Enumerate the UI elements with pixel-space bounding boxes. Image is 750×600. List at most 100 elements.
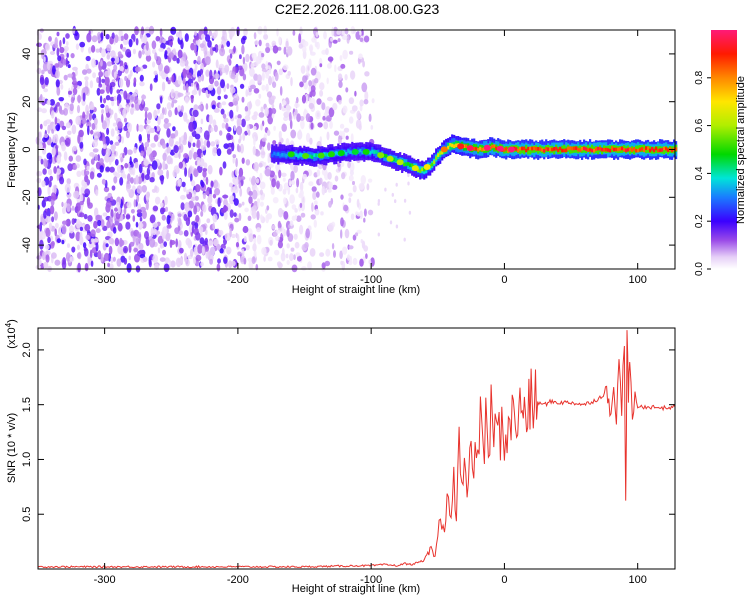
noise-cell — [260, 53, 265, 58]
snr-frame — [37, 327, 676, 570]
noise-cell — [327, 222, 334, 232]
noise-cell — [84, 76, 89, 81]
ridge-peak — [423, 164, 431, 170]
noise-cell — [287, 46, 293, 56]
noise-cell — [54, 259, 61, 266]
noise-cell — [344, 27, 349, 35]
noise-cell — [159, 257, 166, 262]
noise-cell — [114, 34, 119, 43]
noise-cell — [162, 38, 167, 44]
noise-cell — [61, 220, 68, 225]
noise-cell — [108, 107, 112, 114]
noise-cell — [183, 230, 189, 237]
noise-cell — [301, 94, 307, 104]
noise-cell — [71, 246, 76, 253]
noise-cell — [42, 147, 47, 155]
ridge-peak — [496, 145, 504, 152]
ridge-cell — [385, 154, 388, 162]
noise-cell — [49, 51, 56, 55]
noise-cell — [360, 175, 366, 185]
noise-cell — [109, 166, 115, 173]
ridge-cell — [519, 146, 522, 151]
noise-cell — [157, 247, 161, 254]
noise-cell — [149, 214, 156, 224]
noise-cell — [93, 220, 98, 229]
noise-cell — [289, 194, 295, 204]
ridge-cell — [557, 148, 560, 153]
noise-cell — [99, 158, 104, 165]
noise-cell — [91, 122, 96, 131]
noise-cell — [86, 165, 90, 171]
spectrogram-signal-ridge — [271, 134, 678, 180]
noise-cell — [270, 95, 276, 101]
noise-cell — [271, 40, 277, 47]
noise-cell — [363, 245, 369, 252]
noise-cell — [359, 37, 364, 42]
noise-cell — [253, 136, 256, 146]
noise-cell — [180, 40, 184, 50]
noise-cell — [159, 96, 163, 104]
noise-cell — [346, 254, 351, 261]
noise-cell — [81, 179, 86, 187]
noise-cell — [141, 36, 146, 43]
noise-cell — [226, 40, 231, 48]
noise-cell — [188, 121, 195, 132]
ridge-cell — [371, 149, 374, 154]
noise-cell — [232, 154, 237, 159]
ridge-cell — [273, 151, 276, 156]
noise-cell — [209, 246, 216, 256]
noise-cell — [303, 80, 309, 90]
noise-cell — [72, 164, 78, 171]
ridge-cell — [279, 153, 282, 158]
noise-cell — [128, 255, 131, 261]
noise-cell — [92, 148, 99, 153]
ridge-cell — [423, 167, 426, 172]
x-tick-label: 0 — [501, 274, 507, 286]
noise-cell — [53, 211, 58, 221]
noise-cell — [83, 213, 88, 220]
noise-cell — [111, 99, 115, 107]
ridge-cell — [653, 148, 656, 153]
noise-cell — [231, 170, 235, 178]
y-tick-label: 40 — [21, 48, 33, 60]
noise-cell — [201, 33, 205, 40]
noise-cell — [36, 42, 42, 47]
noise-cell — [247, 91, 252, 96]
noise-cell — [67, 73, 73, 78]
noise-cell — [44, 250, 51, 256]
noise-cell — [61, 260, 67, 270]
ridge-cell — [447, 145, 450, 150]
noise-cell — [228, 58, 232, 66]
noise-cell — [138, 124, 144, 132]
noise-cell — [186, 72, 192, 79]
noise-cell — [235, 157, 238, 168]
noise-cell — [250, 62, 255, 69]
noise-cell — [217, 197, 221, 208]
noise-cell — [271, 103, 275, 109]
ridge-cell — [567, 146, 570, 151]
noise-cell — [325, 248, 331, 257]
noise-cell — [201, 181, 205, 188]
noise-cell — [178, 161, 183, 169]
ridge-cell — [451, 143, 454, 148]
noise-cell — [342, 246, 348, 255]
noise-cell — [144, 118, 148, 125]
spectrogram-y-ticks: -40 -20 0 20 40 — [21, 48, 675, 253]
noise-cell — [143, 107, 149, 112]
ridge-cell — [663, 146, 666, 151]
noise-cell — [74, 30, 78, 37]
noise-cell — [253, 237, 257, 245]
noise-cell — [105, 243, 109, 248]
noise-cell — [93, 238, 99, 243]
noise-cell — [315, 31, 319, 38]
noise-cell — [290, 170, 295, 181]
noise-cell — [310, 122, 314, 130]
noise-cell — [227, 142, 233, 148]
ridge-cell — [573, 146, 576, 151]
noise-cell — [151, 160, 158, 171]
noise-cell — [172, 126, 176, 132]
noise-cell — [276, 261, 282, 267]
noise-cell — [328, 200, 332, 208]
noise-cell — [81, 87, 87, 97]
noise-cell — [263, 33, 269, 40]
